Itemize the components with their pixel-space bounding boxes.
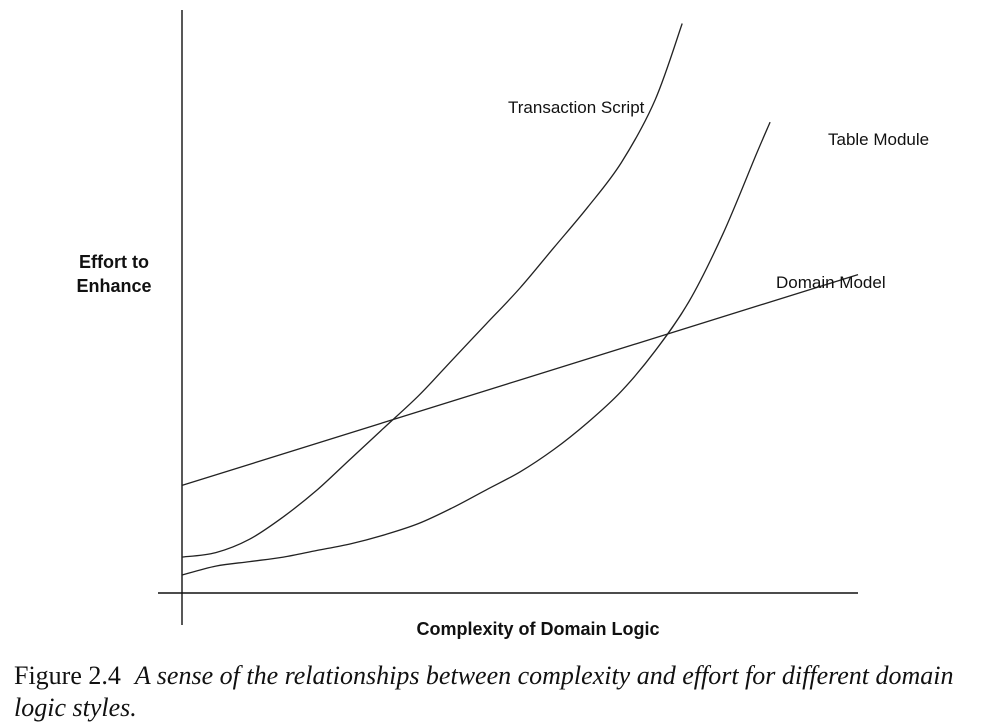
series-label-transaction-script: Transaction Script <box>508 98 645 117</box>
series-line-domain-model <box>181 273 859 487</box>
y-axis-label-line-2: Enhance <box>76 276 151 296</box>
series-line-transaction-script <box>181 23 683 558</box>
chart-area: Transaction Script Table Module Domain M… <box>76 10 929 639</box>
caption-text: A sense of the relationships between com… <box>14 661 954 722</box>
series-label-domain-model: Domain Model <box>776 273 886 292</box>
x-axis-label: Complexity of Domain Logic <box>416 619 659 639</box>
figure-number: Figure 2.4 <box>14 661 121 690</box>
figure-caption: Figure 2.4 A sense of the relationships b… <box>14 660 984 724</box>
series-line-table-module <box>181 121 771 576</box>
series-label-table-module: Table Module <box>828 130 929 149</box>
y-axis-label-line-1: Effort to <box>79 252 149 272</box>
